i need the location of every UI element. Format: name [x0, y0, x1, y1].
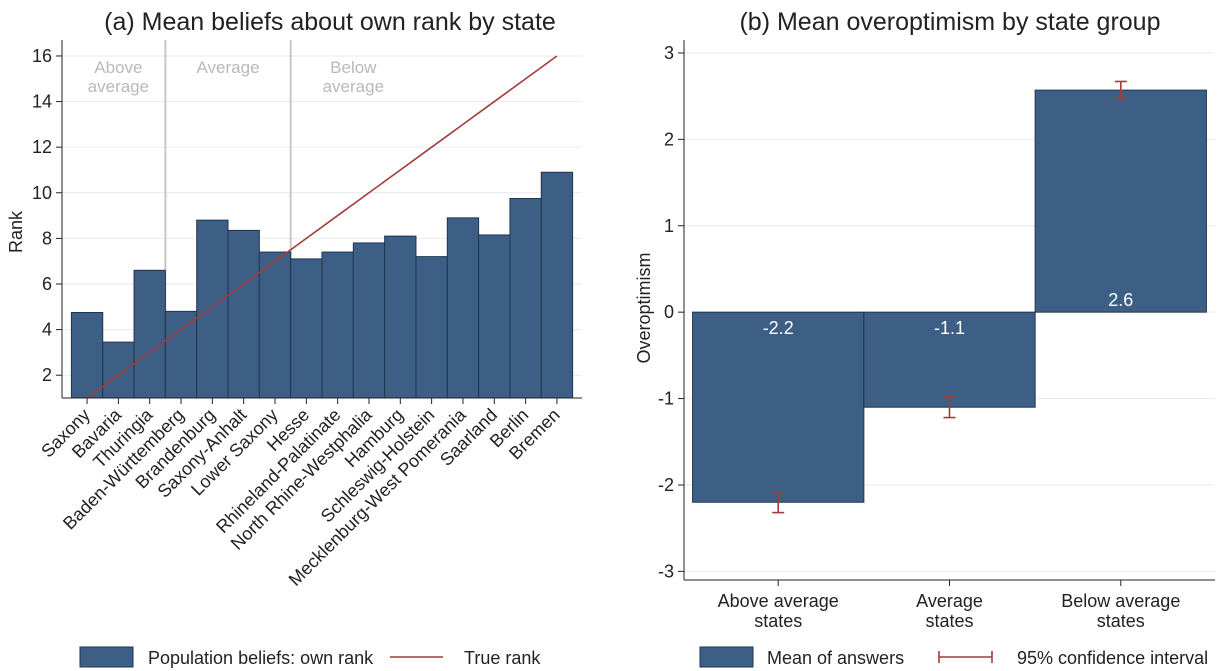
bar-thuringia	[133, 269, 166, 399]
data-label-below-average-states: 2.6	[1108, 290, 1133, 310]
panel-b-y-ticks: -3 -2 -1 0 1 2 3	[658, 43, 684, 581]
y-tick-label-2: 2	[664, 129, 674, 149]
y-tick-label-8: 8	[42, 228, 52, 248]
x-tick-label-above-average-states-1: states	[754, 611, 802, 631]
legend-label-population-beliefs: Population beliefs: own rank	[148, 648, 374, 668]
bar-hamburg	[384, 235, 417, 399]
y-tick-label--2: -2	[658, 475, 674, 495]
y-tick-label--1: -1	[658, 389, 674, 409]
x-tick-label-below-average-states-0: Below average	[1061, 591, 1180, 611]
error-bar-below-average-states	[1114, 80, 1127, 100]
legend-label-mean-of-answers: Mean of answers	[767, 648, 904, 668]
panel-b-error-bars	[772, 80, 1127, 514]
bar-hesse	[290, 258, 323, 399]
group-label-average-0: Average	[197, 58, 260, 77]
panel-a-title: (a) Mean beliefs about own rank by state	[104, 8, 556, 36]
y-tick-label-6: 6	[42, 274, 52, 294]
error-bar-average-states	[943, 396, 956, 419]
panel-a-y-axis-label: Rank	[6, 210, 26, 253]
bar-lower-saxony	[258, 251, 292, 399]
group-label-above-average-1: average	[88, 77, 149, 96]
legend-swatch-confidence-interval	[938, 651, 993, 663]
legend-label-confidence-interval: 95% confidence interval	[1017, 648, 1208, 668]
bar-bremen	[540, 171, 574, 399]
x-tick-label-average-states-1: states	[925, 611, 973, 631]
legend-label-true-rank: True rank	[464, 648, 541, 668]
x-tick-label-above-average-states-0: Above average	[718, 591, 839, 611]
group-label-below-average-1: average	[323, 77, 384, 96]
panel-b-title: (b) Mean overoptimism by state group	[739, 8, 1160, 36]
group-label-above-average-0: Above	[94, 58, 142, 77]
panel-b: (b) Mean overoptimism by state group -2.…	[634, 8, 1215, 668]
y-tick-label-0: 0	[664, 302, 674, 322]
bar-below-average-states	[1034, 89, 1207, 313]
x-tick-label-average-states-0: Average	[916, 591, 983, 611]
y-tick-label-4: 4	[42, 320, 52, 340]
group-label-below-average-0: Below	[330, 58, 377, 77]
bar-mecklenburg-west-pomerania	[446, 217, 480, 399]
panel-a-axes	[61, 40, 582, 399]
true-rank-line	[86, 55, 558, 399]
y-tick-label-3: 3	[664, 43, 674, 63]
bar-saxony-anhalt	[227, 229, 260, 399]
panel-b-legend: Mean of answers 95% confidence interval	[699, 646, 1208, 668]
panel-a-y-ticks: 2 4 6 8 10 12 14 16	[32, 46, 62, 385]
bar-berlin	[509, 197, 542, 399]
bar-baden-w-rttemberg	[164, 310, 198, 399]
bar-above-average-states	[692, 311, 865, 503]
y-tick-label-10: 10	[32, 183, 52, 203]
panel-a-legend: Population beliefs: own rank True rank	[79, 646, 541, 668]
y-tick-label-16: 16	[32, 46, 52, 66]
bar-saarland	[478, 234, 511, 399]
panel-a-bars	[70, 171, 574, 399]
panel-b-y-axis-label: Overoptimism	[634, 252, 654, 363]
x-tick-label-below-average-states-1: states	[1097, 611, 1145, 631]
y-tick-label-2: 2	[42, 365, 52, 385]
panel-a-true-rank-line	[86, 55, 558, 399]
bar-average-states	[863, 311, 1036, 408]
legend-swatch-population-beliefs	[79, 646, 134, 668]
data-label-above-average-states: -2.2	[763, 318, 794, 338]
error-bar-above-average-states	[772, 491, 785, 514]
bar-bavaria	[102, 341, 135, 399]
panel-b-bars	[692, 89, 1207, 503]
y-tick-label-12: 12	[32, 137, 52, 157]
y-tick-label--3: -3	[658, 561, 674, 581]
bar-schleswig-holstein	[415, 256, 448, 399]
legend-swatch-mean-of-answers	[699, 646, 754, 668]
y-tick-label-1: 1	[664, 216, 674, 236]
panel-b-data-labels: -2.2 -1.1 2.6	[763, 290, 1134, 338]
y-tick-label-14: 14	[32, 92, 52, 112]
bar-north-rhine-westphalia	[352, 242, 386, 399]
panel-a-x-ticks: SaxonyBavariaThuringiaBaden-WürttembergB…	[37, 398, 564, 590]
bar-saxony	[70, 311, 104, 399]
panel-a: (a) Mean beliefs about own rank by state…	[6, 8, 582, 668]
data-label-average-states: -1.1	[934, 318, 965, 338]
bar-rhineland-palatinate	[321, 251, 354, 399]
bar-brandenburg	[196, 219, 229, 399]
